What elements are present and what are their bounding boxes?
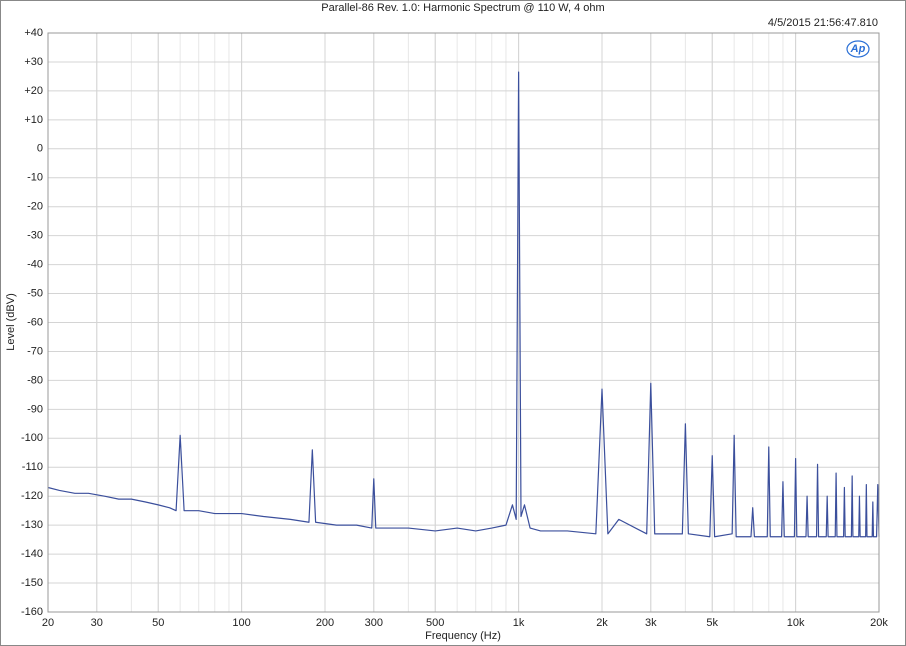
y-tick-label: -130 [21, 519, 43, 531]
y-tick-label: -20 [27, 201, 43, 213]
x-tick-label: 2k [596, 617, 608, 629]
grid [47, 32, 880, 613]
x-tick-label: 50 [152, 617, 164, 629]
logo: Ap [846, 40, 870, 58]
y-tick-label: 0 [37, 143, 43, 155]
y-tick-label: -60 [27, 316, 43, 328]
spectrum-line [47, 71, 880, 538]
y-tick-label: +10 [24, 114, 43, 126]
logo-ring [846, 40, 870, 58]
x-tick-label: 100 [232, 617, 250, 629]
x-axis-label: Frequency (Hz) [425, 630, 501, 642]
plot [47, 71, 880, 538]
y-tick-label: +20 [24, 85, 43, 97]
y-tick-label: +40 [24, 27, 43, 39]
y-tick-label: -120 [21, 490, 43, 502]
x-tick-label: 3k [645, 617, 657, 629]
x-tick-label: 30 [91, 617, 103, 629]
x-tick-label: 20 [42, 617, 54, 629]
y-tick-label: -30 [27, 230, 43, 242]
x-tick-label: 5k [706, 617, 718, 629]
logo-text: Ap [850, 43, 866, 55]
chart-title: Parallel-86 Rev. 1.0: Harmonic Spectrum … [321, 2, 604, 14]
x-tick-label: 20k [870, 617, 888, 629]
y-tick-label: -110 [22, 461, 43, 473]
y-axis-label: Level (dBV) [5, 293, 17, 350]
y-tick-label: -90 [27, 403, 43, 415]
x-tick-label: 10k [787, 617, 805, 629]
y-tick-label: +30 [24, 56, 43, 68]
timestamp: 4/5/2015 21:56:47.810 [768, 17, 878, 29]
y-tick-label: -10 [27, 172, 43, 184]
x-tick-label: 300 [365, 617, 383, 629]
y-tick-label: -100 [21, 432, 43, 444]
x-tick-label: 200 [316, 617, 334, 629]
x-tick-label: 1k [513, 617, 525, 629]
y-tick-label: -150 [21, 577, 43, 589]
y-tick-label: -140 [21, 548, 43, 560]
y-tick-label: -40 [27, 259, 43, 271]
y-tick-label: -160 [21, 606, 43, 618]
y-tick-label: -80 [27, 374, 43, 386]
y-tick-label: -70 [27, 345, 43, 357]
plot-border [47, 32, 880, 613]
y-tick-label: -50 [27, 287, 43, 299]
x-tick-label: 500 [426, 617, 444, 629]
